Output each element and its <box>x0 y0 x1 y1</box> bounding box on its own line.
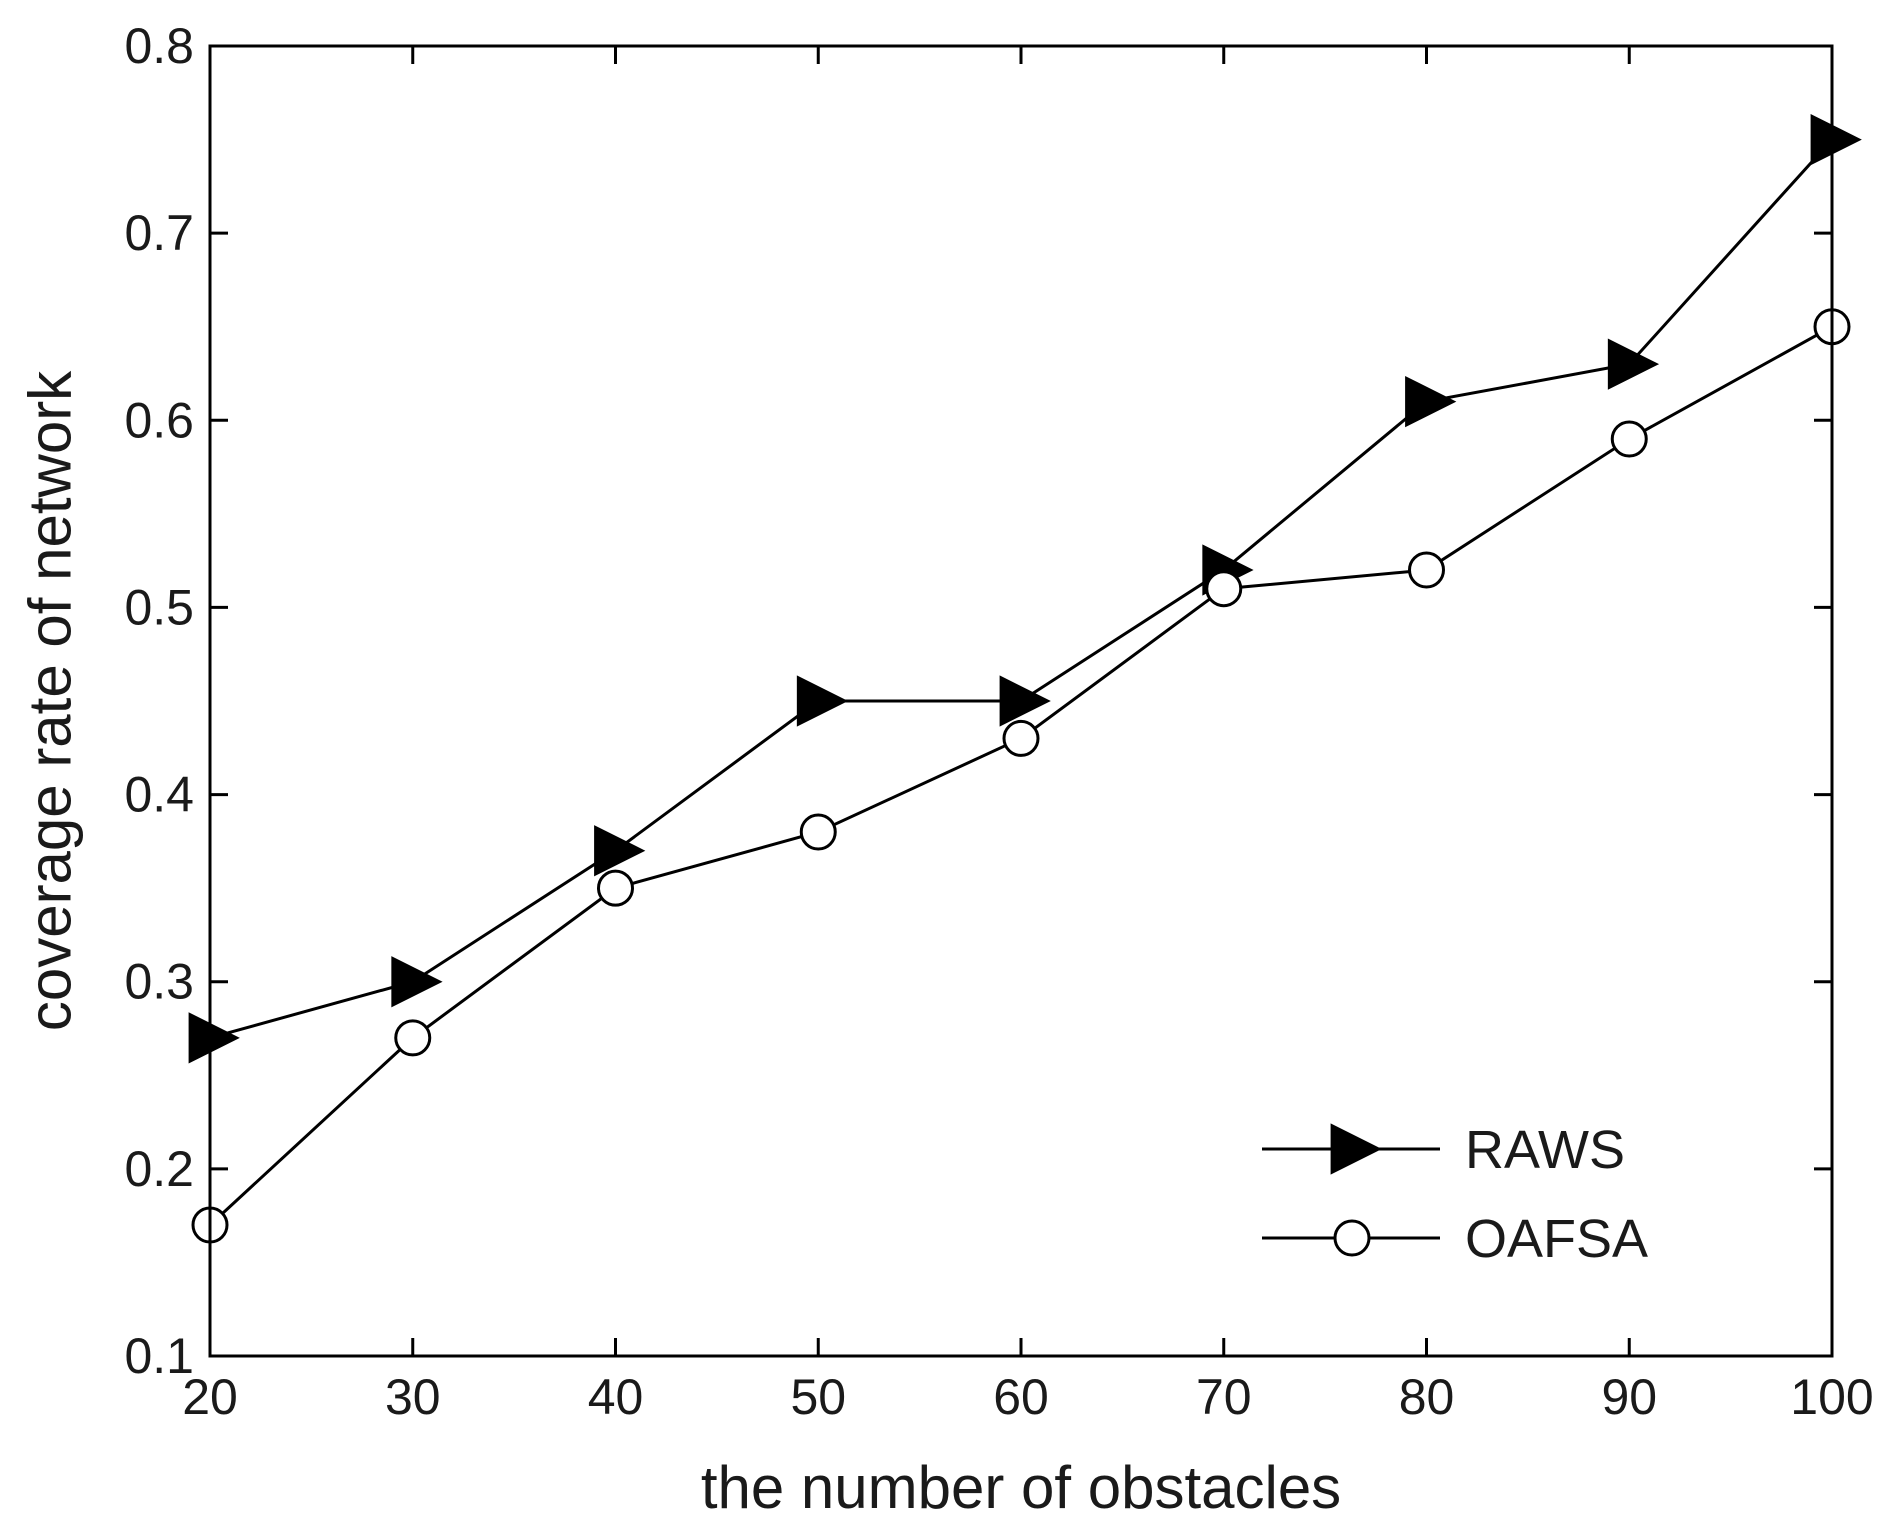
series-line-oafsa <box>208 325 1833 1227</box>
point-oafsa-50 <box>799 813 837 851</box>
point-oafsa-60 <box>1002 719 1040 757</box>
point-raws-90 <box>1607 338 1660 390</box>
series-markers <box>188 113 1862 1244</box>
point-oafsa-70 <box>1205 570 1243 608</box>
series-line-raws <box>209 138 1834 1040</box>
legend-marker-oafsa <box>1333 1219 1371 1257</box>
y-tick-label-0.5: 0.5 <box>124 579 194 635</box>
y-tick-label-0.3: 0.3 <box>124 954 194 1010</box>
y-axis-label: coverage rate of network <box>17 370 84 1031</box>
point-raws-60 <box>999 675 1051 727</box>
y-tick-label-0.1: 0.1 <box>124 1328 194 1384</box>
point-raws-30 <box>391 956 443 1008</box>
y-tick-label-0.6: 0.6 <box>124 392 194 448</box>
x-tick-label-80: 80 <box>1399 1369 1455 1425</box>
x-tick-label-60: 60 <box>993 1369 1049 1425</box>
legend-marker-raws <box>1330 1123 1382 1175</box>
y-tick-label-0.8: 0.8 <box>124 18 194 74</box>
point-oafsa-30 <box>394 1019 432 1057</box>
legend-marker-shape-raws <box>1330 1123 1382 1175</box>
plot-frame <box>208 44 1834 1358</box>
y-tick-label-0.7: 0.7 <box>124 205 194 261</box>
point-raws-50 <box>796 675 849 727</box>
legend: RAWS OAFSA <box>1262 1120 1648 1269</box>
point-oafsa-40 <box>597 869 634 907</box>
point-oafsa-80 <box>1408 551 1445 589</box>
y-tick-label-0.4: 0.4 <box>124 767 194 823</box>
legend-marker-shape-oafsa <box>1333 1219 1371 1257</box>
x-tick-label-90: 90 <box>1601 1369 1657 1425</box>
point-raws-20 <box>188 1012 240 1064</box>
series-lines <box>208 138 1834 1227</box>
x-axis-label: the number of obstacles <box>701 1454 1341 1521</box>
y-tick-label-0.2: 0.2 <box>124 1141 194 1197</box>
point-raws-100 <box>1810 113 1862 166</box>
legend-label-raws: RAWS <box>1465 1120 1625 1180</box>
point-oafsa-90 <box>1610 420 1648 458</box>
legend-label-oafsa: OAFSA <box>1465 1209 1648 1269</box>
x-tick-label-40: 40 <box>588 1369 644 1425</box>
x-tick-label-30: 30 <box>385 1369 441 1425</box>
x-tick-label-20: 20 <box>182 1369 238 1425</box>
tick-labels: 20 30 40 50 60 70 80 90 100 0.1 0.2 0.3 0.4 0.5 0.6 0.7… <box>124 18 1873 1425</box>
x-tick-label-70: 70 <box>1196 1369 1252 1425</box>
point-raws-80 <box>1405 375 1457 428</box>
x-tick-label-100: 100 <box>1790 1369 1873 1425</box>
x-tick-label-50: 50 <box>790 1369 846 1425</box>
point-raws-40 <box>594 825 646 877</box>
